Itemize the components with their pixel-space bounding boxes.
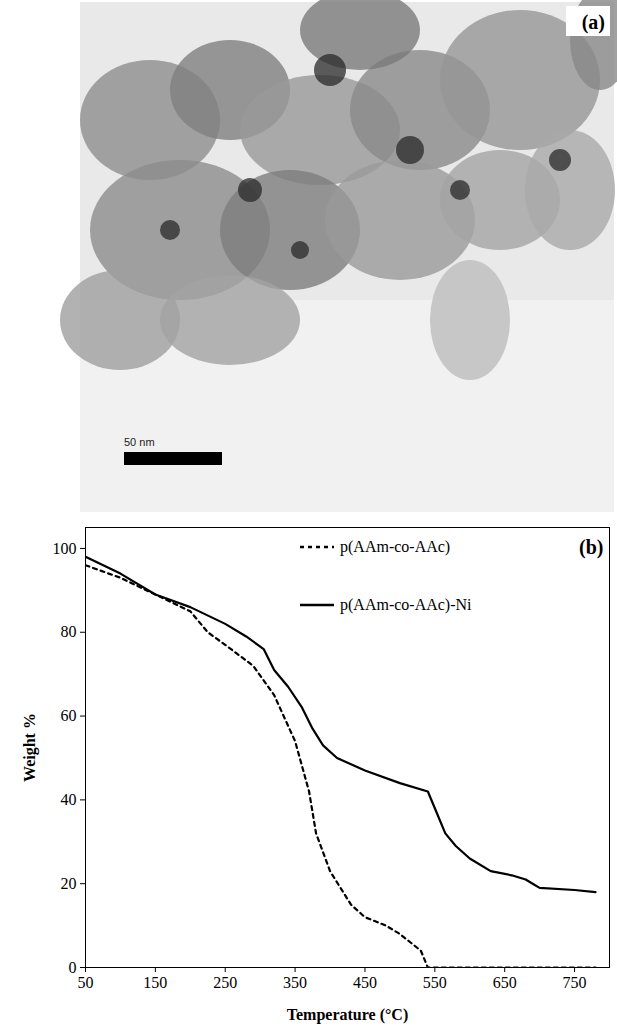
svg-text:80: 80 (61, 623, 77, 640)
svg-text:50 nm: 50 nm (124, 436, 155, 448)
svg-text:(b): (b) (579, 536, 603, 559)
svg-text:(a): (a) (582, 11, 605, 34)
svg-text:60: 60 (61, 707, 77, 724)
svg-text:150: 150 (143, 974, 167, 991)
svg-text:450: 450 (353, 974, 377, 991)
svg-text:550: 550 (423, 974, 447, 991)
svg-text:Weight %: Weight % (21, 713, 39, 782)
svg-text:0: 0 (69, 959, 77, 976)
svg-text:250: 250 (213, 974, 237, 991)
svg-text:350: 350 (283, 974, 307, 991)
svg-text:20: 20 (61, 875, 77, 892)
svg-text:40: 40 (61, 791, 77, 808)
svg-text:650: 650 (493, 974, 517, 991)
html-text:p(AAm-co-AAc)-Ni: p(AAm-co-AAc)-Ni (340, 596, 472, 613)
html-text:p(AAm-co-AAc): p(AAm-co-AAc) (340, 538, 451, 555)
svg-text:Temperature (°C): Temperature (°C) (287, 1006, 408, 1024)
svg-text:750: 750 (563, 974, 587, 991)
svg-text:100: 100 (53, 540, 77, 557)
svg-text:50: 50 (78, 974, 94, 991)
